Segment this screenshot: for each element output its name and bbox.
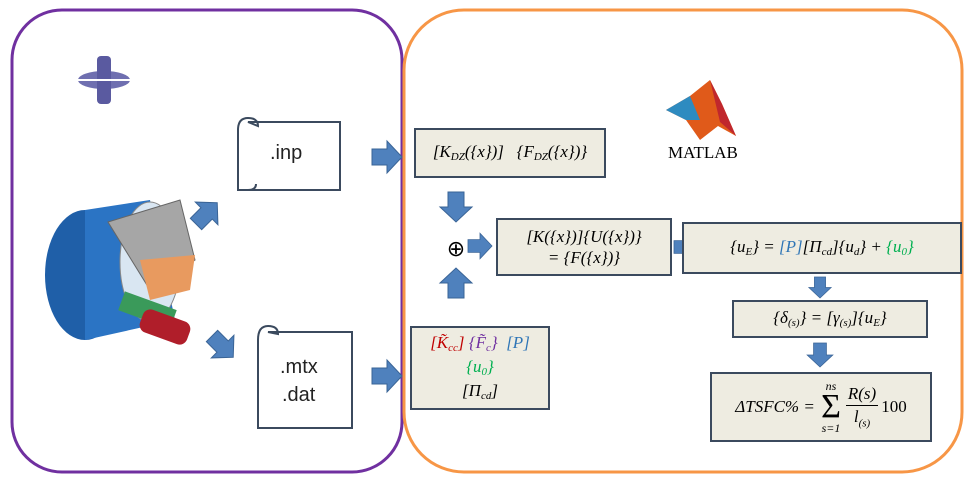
eq-text: ({x})] {F bbox=[464, 142, 534, 162]
denominator: l(s) bbox=[854, 406, 870, 431]
eq-sub: cd bbox=[821, 246, 832, 259]
eq-text: } bbox=[879, 308, 887, 328]
fraction: R(s) l(s) bbox=[845, 383, 879, 431]
abaqus-icon bbox=[78, 56, 130, 104]
eq-box: [K({x})]{U({x})} = {F({x})} bbox=[496, 218, 672, 276]
equation-line: {δ(s)} = [γ(s)]{uE} bbox=[773, 307, 886, 331]
eq-text: [K̃ bbox=[430, 333, 449, 353]
eq-sub: (s) bbox=[787, 317, 800, 330]
eq-sub: c bbox=[485, 342, 491, 355]
file-label: .mtx bbox=[280, 356, 318, 378]
eq-box: [K̃cc] {F̃c} [P] {u0} [Πcd] bbox=[410, 326, 550, 410]
eq-box: {δ(s)} = [γ(s)]{uE} bbox=[732, 300, 928, 338]
eq-sub: E bbox=[745, 246, 753, 259]
eq-text: ns bbox=[825, 378, 837, 393]
equation-line: {uE} = [P][Πcd]{ud} + {u0} bbox=[730, 236, 914, 260]
eq-text: ]{u bbox=[851, 308, 874, 328]
matlab-panel bbox=[402, 8, 964, 474]
eq-text: } + bbox=[859, 237, 887, 257]
eq-text: 100 bbox=[881, 397, 907, 417]
eq-sub: (s) bbox=[839, 317, 852, 330]
file-scroll bbox=[237, 116, 353, 429]
eq-box: {uE} = [P][Πcd]{ud} + {u0} bbox=[682, 222, 962, 274]
eq-text: {δ bbox=[773, 308, 788, 328]
eq-sub: cc bbox=[448, 342, 458, 355]
eq-sub: cd bbox=[480, 389, 492, 402]
eq-text: } bbox=[906, 237, 914, 257]
eq-box: [KDZ({x})] {FDZ({x})} bbox=[414, 128, 606, 178]
eq-text: ΔTSFC% = bbox=[735, 397, 820, 417]
eq-sub: d bbox=[853, 246, 860, 259]
eq-text: [P] bbox=[779, 237, 803, 257]
equation-line: [K({x})]{U({x})} bbox=[526, 226, 641, 247]
eq-text: ]{u bbox=[831, 237, 854, 257]
eq-sub: (s) bbox=[858, 416, 871, 429]
eq-text: [K({x})]{U({x})} bbox=[526, 226, 642, 246]
equation-line: [Πcd] bbox=[462, 380, 498, 404]
eq-sub: E bbox=[873, 317, 880, 330]
equation-line: = {F({x})} bbox=[548, 247, 620, 268]
file-label: .dat bbox=[282, 384, 316, 406]
eq-sub: 0 bbox=[481, 366, 488, 379]
matlab-label: MATLAB bbox=[668, 143, 738, 162]
matlab-logo bbox=[666, 80, 736, 140]
engine-model bbox=[45, 199, 196, 345]
eq-text: s=1 bbox=[821, 421, 841, 436]
eq-text: {u bbox=[730, 237, 746, 257]
eq-text: ] bbox=[491, 380, 498, 400]
eq-text: ] bbox=[457, 333, 465, 353]
eq-text: ({x})} bbox=[547, 142, 588, 162]
eq-box: ΔTSFC% = ns Σ s=1 R(s) l(s) 100 bbox=[710, 372, 932, 442]
eq-text: } bbox=[487, 357, 494, 377]
eq-text: [Π bbox=[462, 380, 481, 400]
eq-text: } = bbox=[752, 237, 780, 257]
equation-line: [KDZ({x})] {FDZ({x})} bbox=[433, 141, 587, 165]
sigma: Σ bbox=[821, 387, 841, 425]
eq-text: [K bbox=[432, 142, 451, 162]
file-label: .inp bbox=[270, 142, 303, 164]
eq-text: {u bbox=[886, 237, 902, 257]
eq-sub: DZ bbox=[533, 151, 548, 164]
sum: ns Σ s=1 bbox=[821, 380, 841, 435]
eq-text: {u bbox=[466, 357, 482, 377]
equation-line: [K̃cc] {F̃c} [P] bbox=[430, 332, 530, 356]
eq-sub: DZ bbox=[450, 151, 465, 164]
eq-text: R(s) bbox=[845, 383, 879, 406]
eq-text: [Π bbox=[802, 237, 822, 257]
eq-text: } = [γ bbox=[799, 308, 840, 328]
abaqus-panel bbox=[10, 8, 404, 474]
eq-sub: 0 bbox=[901, 246, 907, 259]
oplus: ⊕ bbox=[447, 236, 465, 261]
equation-line: {u0} bbox=[466, 356, 494, 380]
eq-text: l bbox=[853, 406, 859, 426]
eq-text: } bbox=[490, 333, 498, 353]
eq-text: [P] bbox=[497, 333, 530, 353]
eq-text: {F̃ bbox=[464, 333, 486, 353]
eq-text: = {F({x})} bbox=[547, 248, 621, 267]
equation: ΔTSFC% = ns Σ s=1 R(s) l(s) 100 bbox=[735, 380, 906, 435]
